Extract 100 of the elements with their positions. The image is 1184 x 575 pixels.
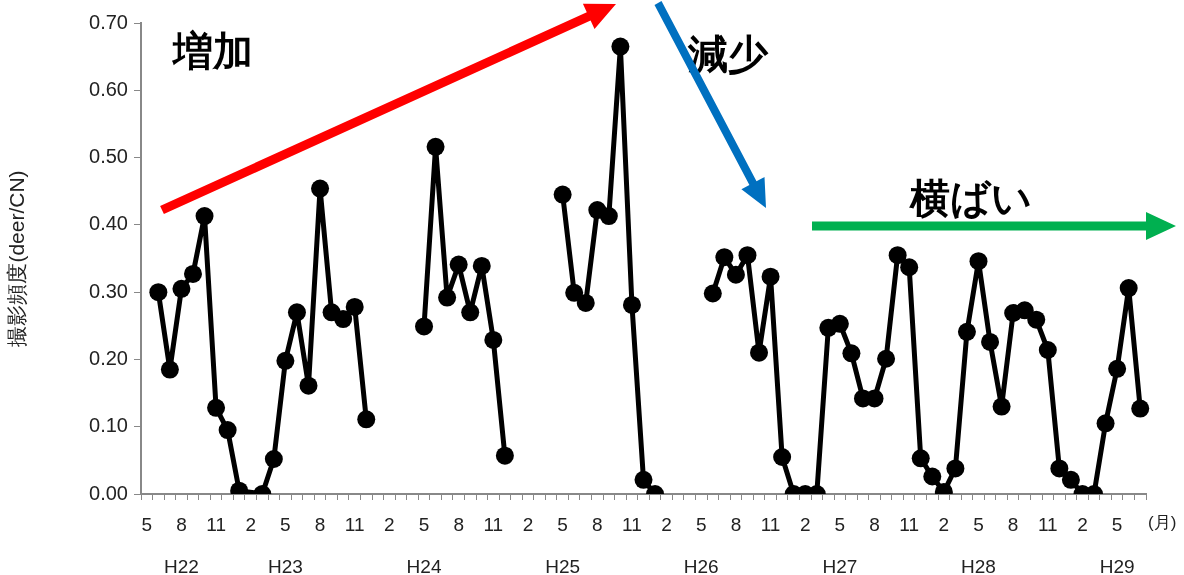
point: [287, 303, 306, 322]
point: [1119, 279, 1138, 298]
x-tick-label: 8: [1007, 513, 1019, 535]
x-tick-label: 8: [869, 513, 880, 535]
point: [149, 283, 168, 302]
point: [877, 349, 896, 368]
point: [750, 343, 769, 362]
point: [634, 470, 653, 489]
point: [1050, 459, 1069, 478]
point: [761, 267, 780, 286]
point: [715, 248, 734, 267]
point: [622, 295, 641, 314]
x-tick-label: 8: [730, 513, 742, 535]
y-tick-label: 0.30: [89, 279, 128, 302]
point: [415, 317, 434, 336]
point: [981, 332, 1000, 351]
point: [218, 421, 237, 440]
point: [888, 246, 907, 265]
point: [703, 284, 722, 303]
point: [576, 293, 595, 312]
point: [345, 297, 364, 316]
point: [565, 283, 584, 302]
point: [1108, 359, 1127, 378]
point: [311, 179, 330, 198]
point: [449, 255, 468, 274]
point: [207, 398, 226, 417]
point: [738, 246, 757, 265]
point: [773, 447, 792, 466]
x-tick-label: 11: [206, 513, 226, 535]
x-tick-label: 2: [799, 513, 811, 535]
x-tick-label: 5: [141, 513, 153, 535]
y-tick-label: 0.10: [89, 414, 128, 437]
point: [1027, 310, 1046, 329]
point: [264, 450, 283, 469]
y-tick-label: 0.00: [89, 481, 128, 504]
point: [195, 207, 214, 226]
x-tick-label: 11: [760, 513, 781, 535]
point: [1015, 301, 1034, 320]
point: [1096, 414, 1115, 433]
point: [461, 303, 480, 322]
x-tick-label: 5 H26: [683, 513, 719, 575]
annotation: 減少: [687, 31, 770, 76]
point: [1131, 399, 1150, 418]
point: [611, 37, 630, 56]
point: [299, 376, 318, 395]
x-tick-label: 5 H24: [406, 513, 442, 575]
x-tick-label: 2: [1077, 513, 1088, 535]
x-tick-label: 2: [384, 513, 395, 535]
point: [900, 258, 919, 277]
x-tick-label: 2: [661, 513, 672, 535]
point: [472, 256, 491, 275]
x-tick-label: 8: [453, 513, 464, 535]
point: [160, 360, 179, 379]
x-axis-title: (月): [1148, 512, 1177, 532]
annotation: 増加: [171, 28, 254, 73]
x-tick-label: 11: [899, 513, 920, 535]
point: [484, 330, 503, 349]
point: [183, 264, 202, 283]
point: [726, 265, 745, 284]
point: [426, 137, 445, 156]
x-tick-label: 2: [245, 513, 257, 535]
point: [957, 322, 976, 341]
x-tick-label: 5 H29: [1099, 513, 1135, 575]
x-tick-label: 11: [1037, 513, 1058, 535]
x-tick-label: 2: [938, 513, 950, 535]
point: [923, 467, 942, 486]
x-tick-label: 11: [483, 513, 504, 535]
point: [553, 185, 572, 204]
point: [495, 446, 514, 465]
point: [830, 314, 849, 333]
point: [357, 410, 376, 429]
x-tick-label: 8 H22: [164, 513, 199, 575]
point: [1061, 470, 1080, 489]
point: [911, 449, 930, 468]
y-tick-label: 0.50: [89, 145, 128, 168]
x-tick-label: 8: [314, 513, 326, 535]
x-tick-label: 2: [522, 513, 534, 535]
x-tick-label: 5 H28: [961, 513, 996, 575]
x-tick-label: 5 H23: [267, 513, 303, 575]
y-axis-title: 撮影頻度(deer/CN): [5, 170, 29, 347]
point: [438, 288, 457, 307]
point: [599, 207, 618, 226]
x-tick-label: 8: [592, 513, 603, 535]
x-tick-label: 11: [622, 513, 642, 535]
y-tick-label: 0.40: [89, 212, 128, 235]
point: [334, 310, 353, 329]
x-tick-label: 5 H25: [545, 513, 581, 575]
y-tick-label: 0.60: [89, 77, 128, 100]
y-tick-label: 0.20: [89, 346, 128, 369]
point: [172, 279, 191, 298]
point: [842, 344, 861, 363]
y-tick-label: 0.70: [89, 10, 128, 33]
point: [1038, 341, 1057, 360]
point: [276, 351, 295, 370]
x-tick-label: 5 H27: [822, 513, 858, 575]
point: [992, 397, 1011, 416]
x-tick-label: 11: [344, 513, 365, 535]
annotation: 横ばい: [908, 175, 1032, 220]
point: [946, 459, 965, 478]
point: [969, 252, 988, 271]
